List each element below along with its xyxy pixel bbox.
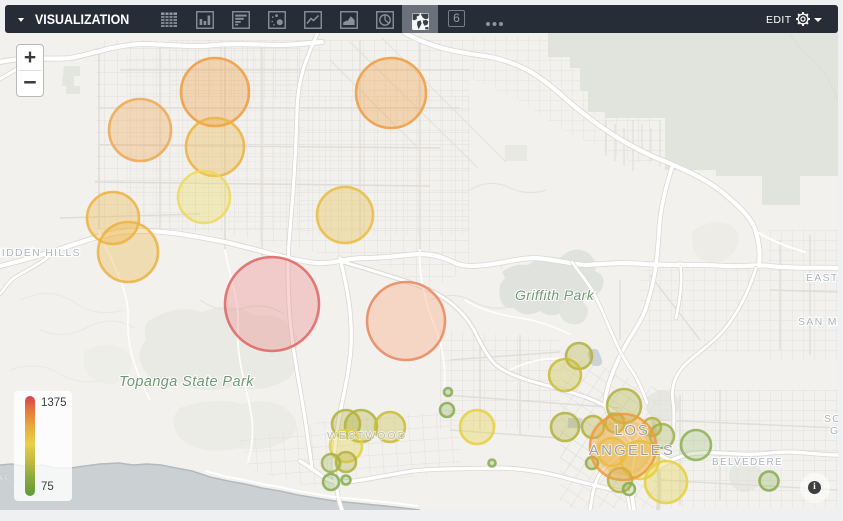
svg-text:Topanga State Park: Topanga State Park <box>119 374 254 390</box>
svg-text:EAST P: EAST P <box>806 272 838 284</box>
svg-text:SOU: SOU <box>824 413 838 425</box>
svg-text:WESTWOOD: WESTWOOD <box>327 430 407 442</box>
svg-text:SAN MAR: SAN MAR <box>798 316 838 328</box>
svg-text:Griffith Park: Griffith Park <box>515 287 595 303</box>
svg-text:ANGELES: ANGELES <box>589 442 675 459</box>
svg-text:HIDDEN HILLS: HIDDEN HILLS <box>0 247 81 259</box>
svg-text:GA: GA <box>830 425 838 437</box>
svg-text:LOS: LOS <box>614 422 649 439</box>
svg-text:BELVEDERE: BELVEDERE <box>712 457 783 468</box>
